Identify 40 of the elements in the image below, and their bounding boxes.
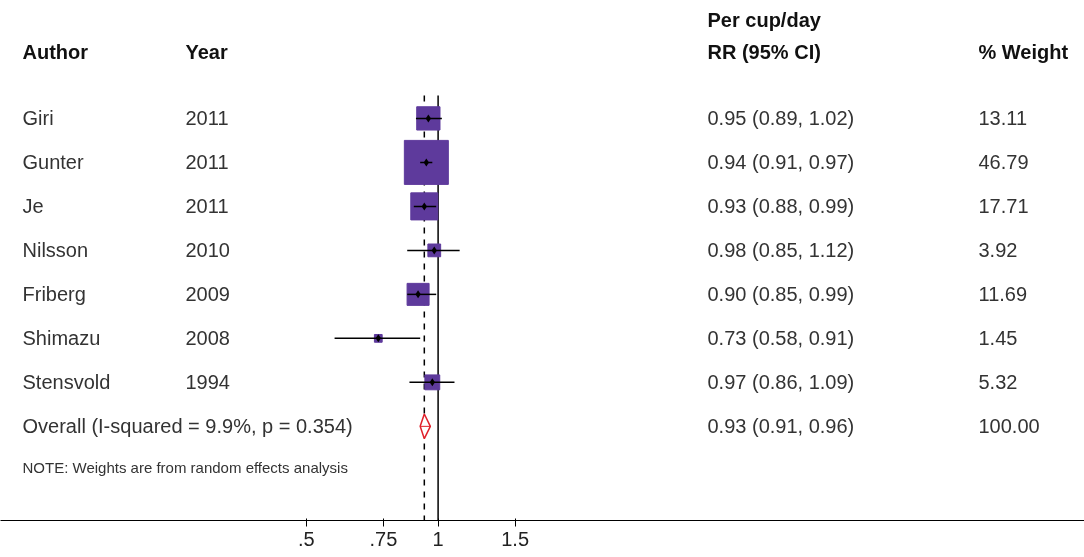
annotation: 1.45 bbox=[978, 327, 1018, 350]
y-tick-label: Gunter bbox=[22, 151, 84, 174]
y-tick-label: Nilsson bbox=[22, 239, 89, 262]
annotation: 2009 bbox=[185, 283, 230, 306]
text: Year bbox=[185, 41, 228, 64]
annotation: 2011 bbox=[185, 107, 229, 130]
annotation: 2011 bbox=[185, 195, 229, 218]
annotation: 0.90 (0.85, 0.99) bbox=[707, 283, 855, 306]
x-tick-label: 1 bbox=[432, 527, 444, 550]
annotation: 2011 bbox=[185, 151, 229, 174]
x-tick-label: 1.5 bbox=[501, 527, 530, 550]
annotation: 46.79 bbox=[978, 151, 1029, 174]
annotation: 17.71 bbox=[978, 195, 1029, 218]
y-tick-label: Je bbox=[22, 195, 44, 218]
annotation: 0.93 (0.88, 0.99) bbox=[707, 195, 855, 218]
annotation: 100.00 bbox=[978, 415, 1040, 438]
y-tick-label: Giri bbox=[22, 107, 54, 130]
y-tick-label: Shimazu bbox=[22, 327, 101, 350]
annotation: 0.98 (0.85, 1.12) bbox=[707, 239, 855, 262]
x-tick-label: .5 bbox=[298, 527, 315, 550]
x-tick-label: .75 bbox=[369, 527, 398, 550]
annotation: 0.93 (0.91, 0.96) bbox=[707, 415, 855, 438]
text: Per cup/day RR (95% CI) bbox=[707, 9, 822, 64]
text: % Weight bbox=[978, 41, 1069, 64]
annotation: 13.11 bbox=[978, 107, 1028, 130]
annotation: 0.95 (0.89, 1.02) bbox=[707, 107, 855, 130]
annotation: 0.94 (0.91, 0.97) bbox=[707, 151, 855, 174]
y-tick-label: Friberg bbox=[22, 283, 86, 306]
annotation: 11.69 bbox=[978, 283, 1028, 306]
text: NOTE: Weights are from random effects analysis bbox=[22, 458, 348, 476]
annotation: 0.97 (0.86, 1.09) bbox=[707, 371, 855, 394]
annotation: 2010 bbox=[185, 239, 230, 262]
annotation: 1994 bbox=[185, 371, 230, 394]
annotation: 3.92 bbox=[978, 239, 1018, 262]
annotation: 2008 bbox=[185, 327, 230, 350]
annotation: 0.73 (0.58, 0.91) bbox=[707, 327, 855, 350]
y-tick-label: Overall (I-squared = 9.9%, p = 0.354) bbox=[22, 415, 353, 438]
y-tick-label: Stensvold bbox=[22, 371, 111, 394]
text: Author bbox=[22, 41, 89, 64]
annotation: 5.32 bbox=[978, 371, 1018, 394]
